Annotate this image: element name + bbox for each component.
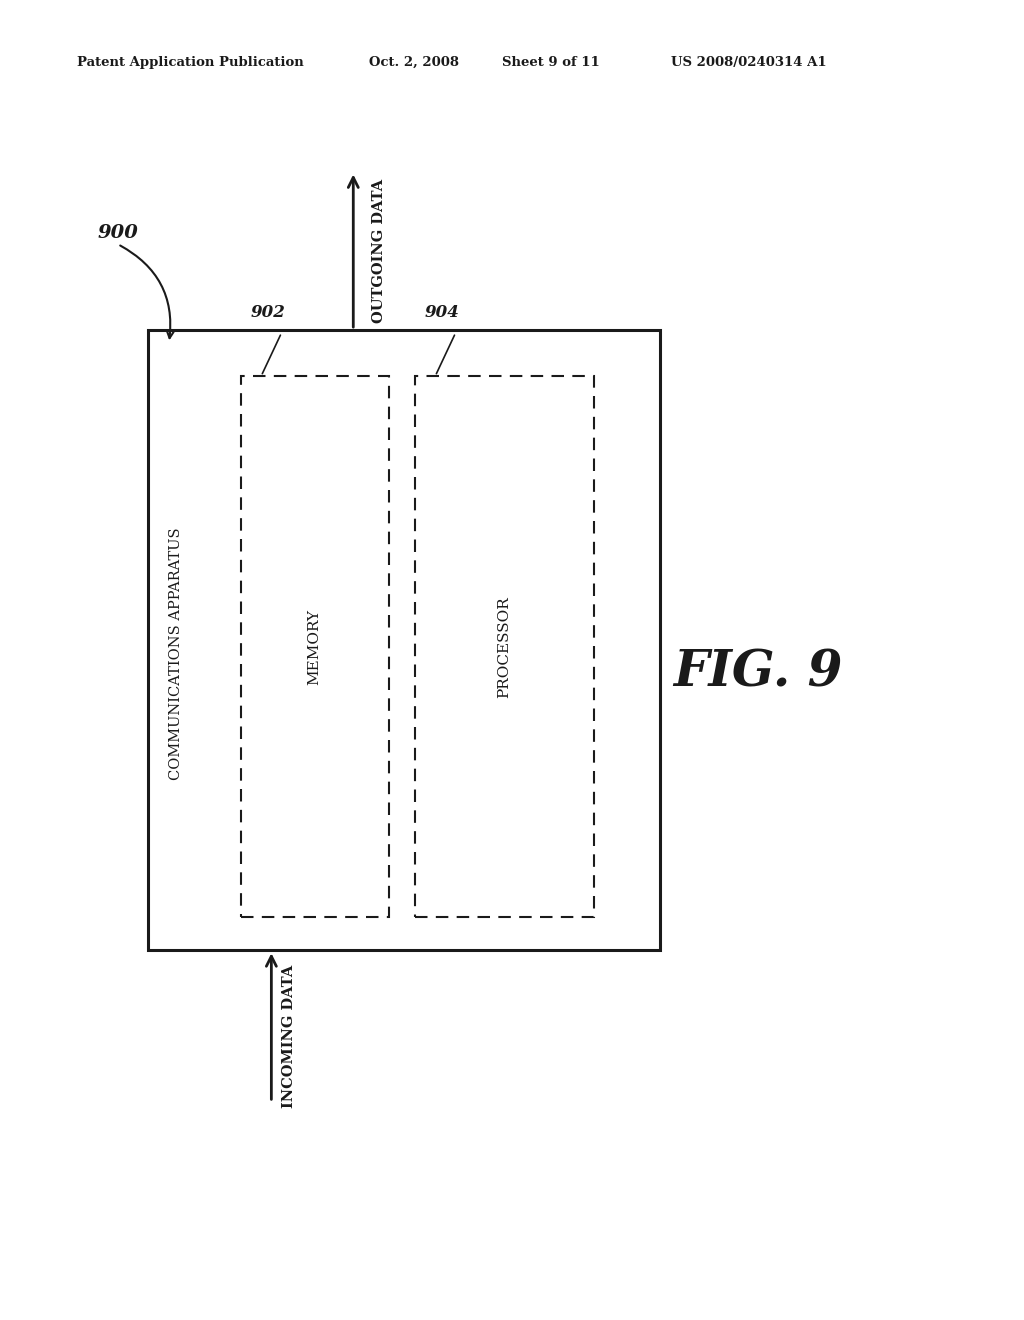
Bar bbox=[415, 376, 594, 917]
Text: 900: 900 bbox=[97, 223, 138, 242]
Text: Oct. 2, 2008: Oct. 2, 2008 bbox=[369, 55, 459, 69]
Text: FIG. 9: FIG. 9 bbox=[673, 648, 843, 698]
Text: 902: 902 bbox=[251, 304, 286, 321]
Text: Sheet 9 of 11: Sheet 9 of 11 bbox=[502, 55, 599, 69]
Text: US 2008/0240314 A1: US 2008/0240314 A1 bbox=[671, 55, 826, 69]
Text: Patent Application Publication: Patent Application Publication bbox=[77, 55, 303, 69]
Text: 904: 904 bbox=[425, 304, 460, 321]
Bar bbox=[148, 330, 660, 950]
Bar bbox=[241, 376, 389, 917]
Text: OUTGOING DATA: OUTGOING DATA bbox=[372, 178, 386, 323]
Text: MEMORY: MEMORY bbox=[307, 609, 322, 685]
Text: INCOMING DATA: INCOMING DATA bbox=[282, 965, 296, 1107]
Text: COMMUNICATIONS APPARATUS: COMMUNICATIONS APPARATUS bbox=[169, 527, 183, 780]
Text: PROCESSOR: PROCESSOR bbox=[497, 595, 511, 698]
